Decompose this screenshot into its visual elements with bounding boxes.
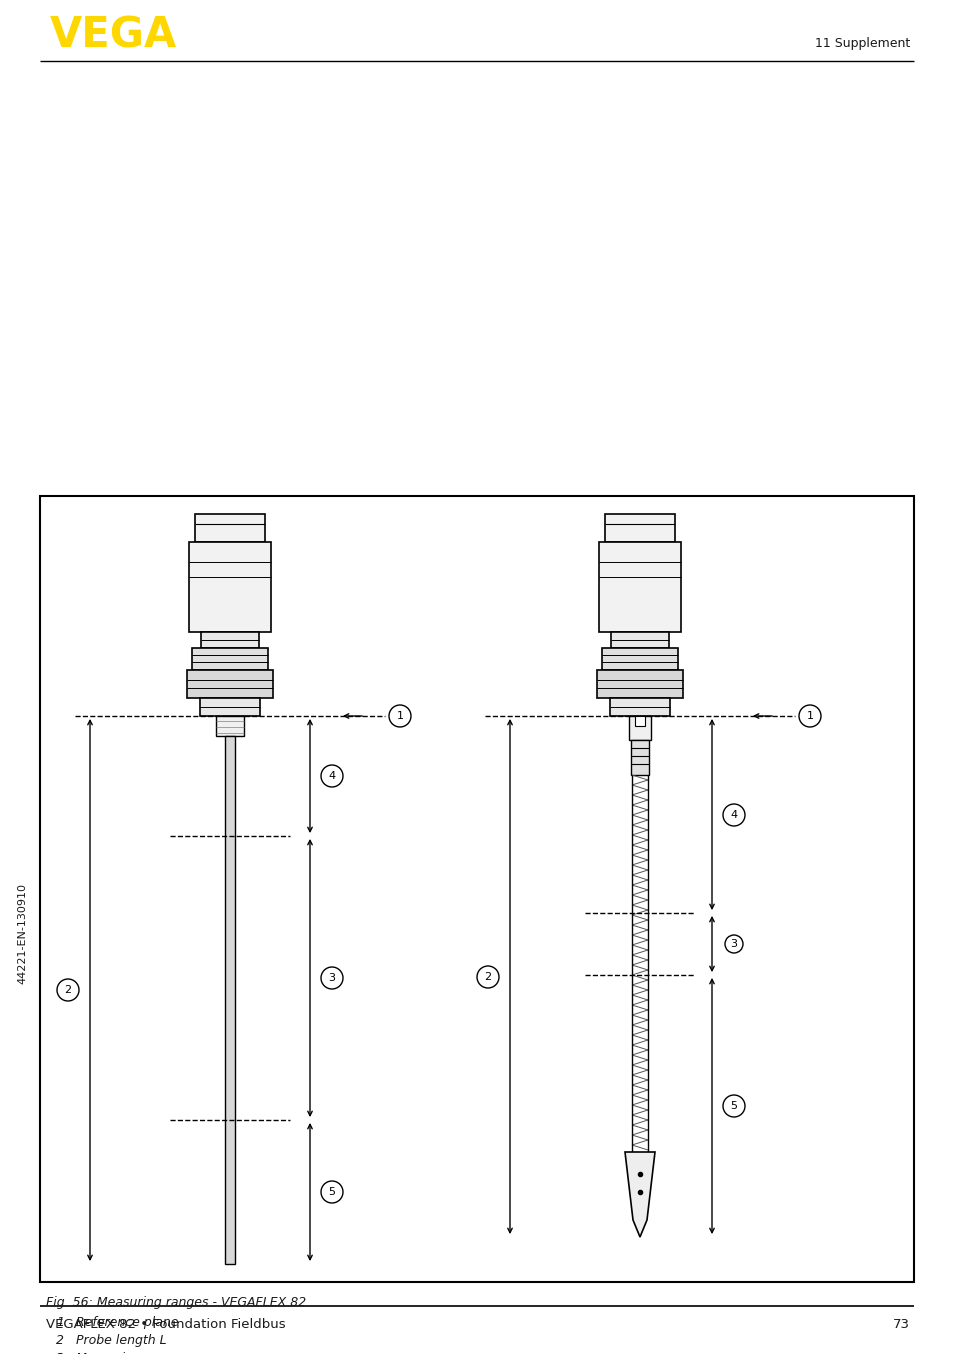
Circle shape [320,765,343,787]
Text: 11 Supplement: 11 Supplement [814,37,909,50]
Bar [40,496,913,1282]
Text: VEGAFLEX 82 • Foundation Fieldbus: VEGAFLEX 82 • Foundation Fieldbus [46,1317,285,1331]
Text: 4: 4 [328,770,335,781]
Bar [225,737,234,1265]
Bar [215,716,244,737]
Text: Fig. 56: Measuring ranges - VEGAFLEX 82: Fig. 56: Measuring ranges - VEGAFLEX 82 [46,1296,306,1309]
Bar [604,515,675,542]
Circle shape [722,804,744,826]
Circle shape [724,936,742,953]
Circle shape [722,1095,744,1117]
Circle shape [320,1181,343,1202]
Text: 5: 5 [730,1101,737,1112]
Bar [610,632,668,649]
Bar [630,741,648,774]
Circle shape [799,705,821,727]
Text: 3: 3 [328,974,335,983]
Circle shape [57,979,79,1001]
Text: 73: 73 [892,1317,909,1331]
Text: 44221-EN-130910: 44221-EN-130910 [17,884,27,984]
Bar [635,716,644,726]
Bar [187,670,273,699]
Text: 1: 1 [805,711,813,720]
Bar [601,649,678,670]
Bar [597,670,682,699]
Text: 1: 1 [56,1316,64,1330]
Bar [609,699,669,716]
Text: 3: 3 [56,1353,64,1354]
Text: 3: 3 [730,940,737,949]
Polygon shape [624,1152,655,1238]
Bar [201,632,258,649]
Bar [598,542,680,632]
Text: 4: 4 [730,810,737,821]
Text: VEGA: VEGA [50,15,177,57]
Text: 2: 2 [56,1334,64,1347]
Bar [200,699,260,716]
Bar [189,542,271,632]
Circle shape [476,965,498,988]
Text: Measuring range: Measuring range [76,1353,181,1354]
Text: 1: 1 [396,711,403,720]
Text: 2: 2 [484,972,491,982]
Circle shape [389,705,411,727]
Text: Reference plane: Reference plane [76,1316,178,1330]
Bar [192,649,268,670]
Bar [194,515,265,542]
Text: Probe length L: Probe length L [76,1334,167,1347]
Bar [628,716,650,741]
Text: 5: 5 [328,1187,335,1197]
Text: 2: 2 [65,984,71,995]
Circle shape [320,967,343,988]
